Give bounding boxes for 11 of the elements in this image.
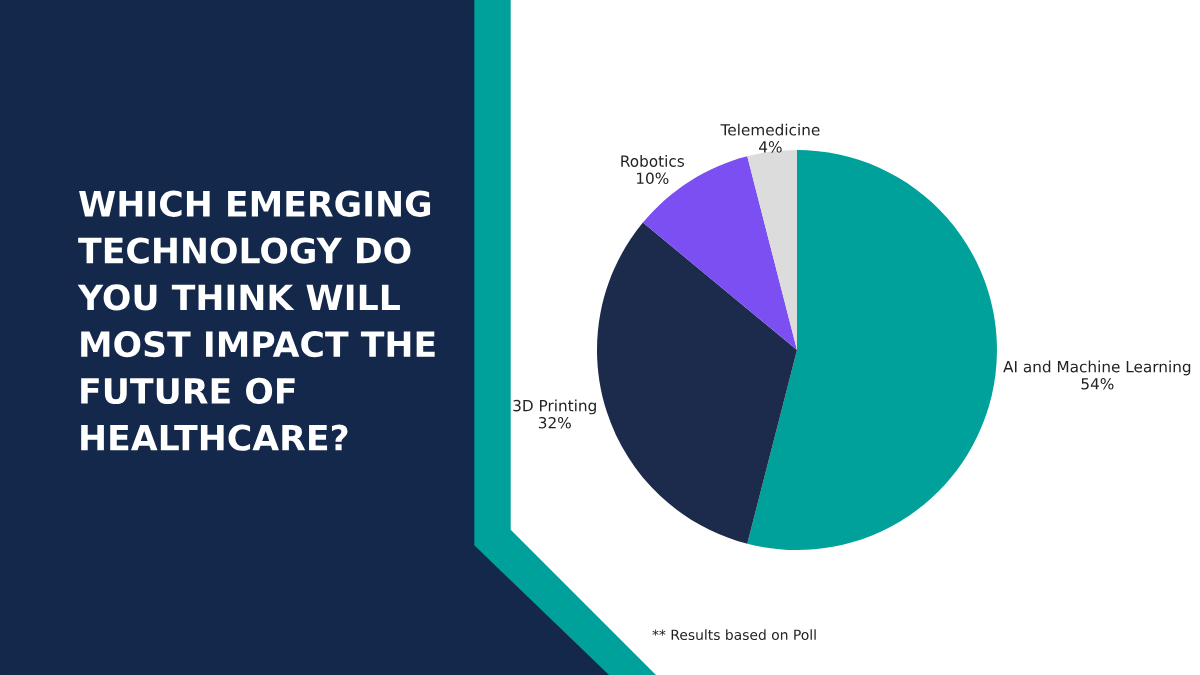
text: ** Results based on Poll [652,629,816,641]
slice-label: 3D Printing [513,399,596,415]
data-label: 4% [759,141,782,153]
data-label: 32% [538,416,571,429]
slice-label: Robotics [621,155,684,167]
slice-label: Telemedicine [720,123,820,136]
slice-label: AI and Machine Learning [1003,360,1191,376]
text: WHICH EMERGING TECHNOLOGY DO YOU THINK WILL MOST IMPACT THE FUTURE OF HEALTHCARE? [77,190,435,451]
pie-slice [597,222,797,544]
data-label: 54% [1081,378,1114,390]
data-label: 10% [636,172,669,184]
